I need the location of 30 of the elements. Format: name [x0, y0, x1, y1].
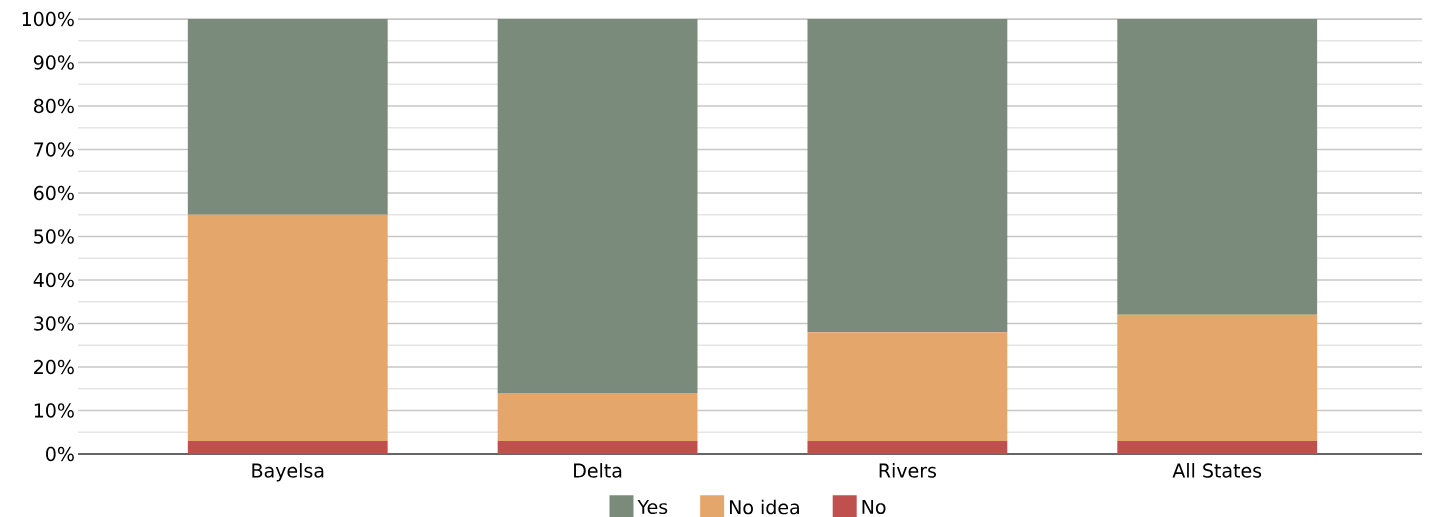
- bar: [187, 440, 388, 454]
- y-tick-label: 70%: [34, 142, 74, 157]
- bar: [807, 18, 1008, 333]
- bar: [1117, 314, 1318, 441]
- bar: [497, 393, 698, 441]
- bar: [497, 440, 698, 454]
- x-tick-label: Delta: [574, 463, 622, 478]
- y-tick-label: 90%: [33, 55, 74, 70]
- bar: [807, 440, 1008, 454]
- y-tick-label: 100%: [22, 11, 74, 27]
- bar: [497, 18, 698, 394]
- legend-label: No idea: [730, 499, 799, 515]
- bar: [807, 332, 1008, 441]
- y-tick-label: 60%: [34, 185, 74, 201]
- bar: [1117, 18, 1318, 315]
- y-tick-label: 20%: [34, 359, 74, 375]
- x-tick-label: Rivers: [879, 463, 937, 478]
- legend-label: Yes: [637, 499, 668, 515]
- x-tick-label: All States: [1172, 463, 1262, 478]
- y-tick-label: 0%: [46, 446, 74, 462]
- bar: [1117, 440, 1318, 454]
- legend-label: No: [862, 499, 886, 515]
- y-tick-label: 40%: [33, 272, 74, 288]
- y-tick-label: 50%: [34, 229, 74, 244]
- y-tick-label: 10%: [34, 403, 74, 418]
- y-tick-label: 80%: [34, 98, 74, 114]
- x-tick-label: Bayelsa: [252, 463, 324, 482]
- bar: [187, 214, 388, 441]
- y-tick-label: 30%: [34, 316, 74, 331]
- bar: [187, 18, 388, 215]
